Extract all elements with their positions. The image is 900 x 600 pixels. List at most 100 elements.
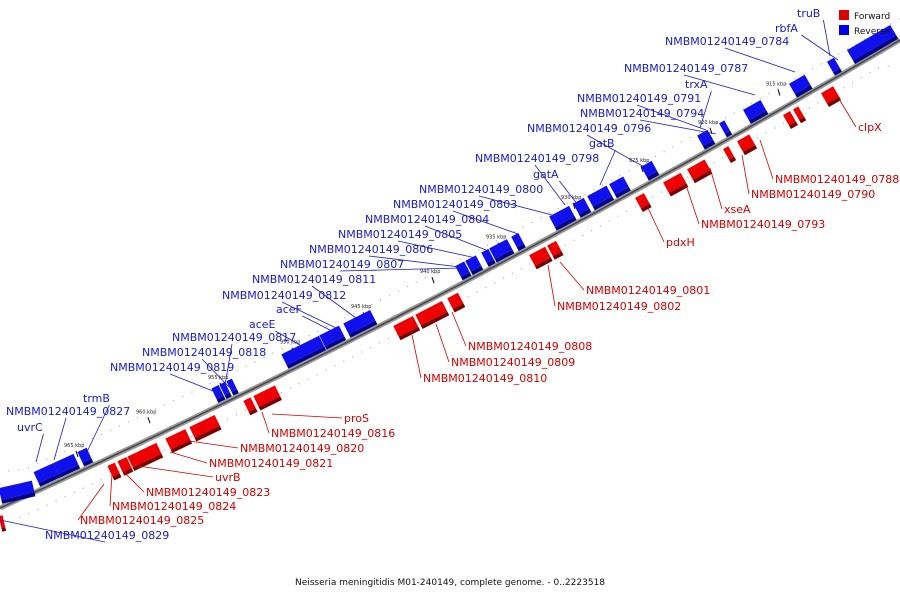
- reverse-gene-20[interactable]: [641, 160, 660, 181]
- forward-gene-19-shadow: [798, 116, 807, 124]
- gene-features: [0, 24, 899, 532]
- forward-gene-12[interactable]: [547, 240, 564, 260]
- forward-gene-5[interactable]: [189, 414, 222, 442]
- reverse-gene-8[interactable]: [319, 325, 347, 350]
- reverse-leader-line: [683, 74, 756, 96]
- forward-gene-11[interactable]: [529, 246, 553, 270]
- reverse-gene-label: NMBM01240149_0796: [527, 122, 651, 135]
- forward-gene-0[interactable]: [0, 515, 7, 532]
- reverse-gene-25-shadow: [833, 68, 842, 76]
- reverse-gene-label: NMBM01240149_0803: [393, 198, 517, 211]
- reverse-leader-line: [224, 343, 233, 386]
- forward-gene-17[interactable]: [737, 134, 758, 156]
- forward-gene-6[interactable]: [243, 397, 258, 416]
- reverse-gene-26[interactable]: [846, 24, 899, 64]
- reverse-gene-4[interactable]: [211, 385, 226, 403]
- reverse-gene-13-shadow: [494, 249, 515, 263]
- reverse-gene-label: gatA: [533, 168, 559, 181]
- forward-leader-line: [741, 154, 750, 195]
- reverse-leader-line: [801, 34, 839, 61]
- forward-gene-7[interactable]: [253, 385, 282, 411]
- reverse-gene-3[interactable]: [77, 447, 94, 467]
- forward-gene-7-body: [253, 385, 281, 407]
- reverse-gene-9[interactable]: [343, 309, 378, 338]
- reverse-gene-13[interactable]: [489, 239, 515, 263]
- reverse-gene-19[interactable]: [609, 176, 631, 199]
- forward-leader-line: [559, 261, 585, 291]
- reverse-gene-18[interactable]: [587, 185, 615, 211]
- reverse-gene-10[interactable]: [455, 261, 472, 281]
- reverse-gene-23-shadow: [748, 110, 769, 124]
- reverse-gene-17[interactable]: [573, 197, 592, 218]
- reverse-gene-11[interactable]: [465, 255, 484, 276]
- reverse-leader-line: [85, 404, 110, 455]
- reverse-gene-23[interactable]: [743, 100, 769, 124]
- forward-gene-16[interactable]: [723, 146, 737, 164]
- forward-gene-18[interactable]: [783, 111, 798, 129]
- forward-gene-9[interactable]: [415, 301, 450, 329]
- forward-leader-line: [77, 483, 105, 521]
- forward-gene-0-shadow: [1, 526, 7, 532]
- forward-gene-15[interactable]: [687, 159, 713, 184]
- reverse-gene-1[interactable]: [33, 462, 61, 487]
- reverse-gene-5-shadow: [224, 392, 232, 399]
- reverse-gene-20-shadow: [646, 171, 660, 181]
- forward-gene-1-shadow: [112, 473, 122, 481]
- forward-gene-19[interactable]: [793, 106, 807, 124]
- reverse-gene-18-body: [587, 185, 613, 207]
- reverse-gene-16[interactable]: [553, 205, 577, 229]
- reverse-leader-line: [53, 417, 67, 461]
- forward-gene-3[interactable]: [127, 442, 164, 472]
- forward-gene-10[interactable]: [447, 292, 466, 313]
- forward-gene-20[interactable]: [820, 86, 842, 108]
- tick-label: 950 kbp: [280, 340, 300, 346]
- forward-gene-15-body: [687, 159, 711, 180]
- forward-gene-1[interactable]: [107, 462, 122, 481]
- reverse-gene-11-body: [465, 255, 482, 272]
- reverse-gene-0[interactable]: [0, 480, 36, 504]
- reverse-gene-24[interactable]: [789, 74, 813, 98]
- reverse-leader-line: [281, 301, 337, 329]
- reverse-gene-label: NMBM01240149_0791: [577, 92, 701, 105]
- reverse-leader-line: [823, 19, 831, 57]
- reverse-gene-5[interactable]: [219, 381, 232, 399]
- forward-gene-3-body: [127, 442, 162, 468]
- reverse-gene-label: NMBM01240149_0804: [365, 213, 489, 226]
- reverse-gene-7[interactable]: [281, 335, 327, 369]
- reverse-gene-22[interactable]: [719, 120, 733, 138]
- reverse-leader-line: [534, 164, 566, 206]
- forward-gene-13[interactable]: [635, 193, 652, 212]
- reverse-gene-25[interactable]: [826, 57, 842, 76]
- reverse-leader-line: [311, 285, 357, 319]
- reverse-gene-14[interactable]: [511, 233, 526, 251]
- reverse-gene-13-body: [489, 239, 513, 260]
- reverse-gene-6[interactable]: [226, 378, 239, 396]
- reverse-gene-label: NMBM01240149_0784: [665, 35, 789, 48]
- legend: Forward Reverse: [839, 10, 891, 37]
- forward-gene-14[interactable]: [663, 172, 689, 197]
- tick-mark: [147, 417, 151, 424]
- reverse-leader-line: [169, 373, 219, 394]
- forward-gene-2-body: [117, 457, 132, 473]
- forward-gene-10-body: [447, 292, 464, 309]
- reverse-leader-line: [699, 90, 712, 129]
- reverse-gene-0-body: [0, 480, 35, 500]
- reverse-gene-12[interactable]: [481, 248, 496, 267]
- forward-gene-label: NMBM01240149_0825: [80, 514, 204, 527]
- reverse-leader-line: [586, 134, 647, 169]
- reverse-gene-21[interactable]: [697, 129, 716, 150]
- reverse-gene-2[interactable]: [53, 453, 81, 478]
- forward-gene-label: xseA: [724, 203, 751, 216]
- forward-gene-5-body: [189, 414, 220, 438]
- forward-gene-11-body: [529, 246, 551, 266]
- reverse-gene-25-body: [826, 57, 840, 73]
- reverse-gene-4-body: [211, 385, 224, 400]
- forward-gene-4[interactable]: [165, 429, 193, 454]
- reverse-gene-9-body: [343, 309, 376, 335]
- reverse-gene-8-body: [319, 325, 345, 347]
- backbone-core: [0, 39, 900, 509]
- forward-gene-8[interactable]: [393, 316, 421, 341]
- reverse-leader-line: [559, 180, 579, 206]
- forward-leader-line: [435, 323, 450, 363]
